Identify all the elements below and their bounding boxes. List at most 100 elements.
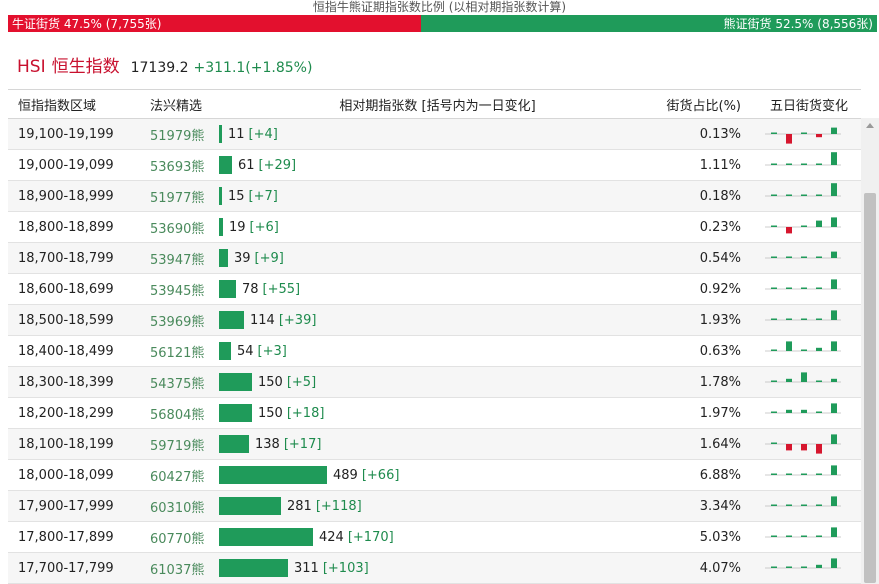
cell-range: 18,700-18,799 [18,250,114,266]
count-value: 311 [294,560,319,576]
cell-warrant-code[interactable]: 56804熊 [150,407,205,423]
trend-bar [831,465,837,475]
cell-outstanding-pct: 0.23% [699,219,741,235]
bull-ratio-label: 牛证街货 47.5% (7,755张) [12,17,162,31]
count-bar [219,280,236,298]
count-change: [+6] [249,219,279,235]
cell-warrant-code[interactable]: 51977熊 [150,190,205,206]
index-name[interactable]: 恒生指数 [51,57,120,77]
trend-bar [786,504,792,506]
trend-bar [831,310,837,320]
count-change: [+118] [315,498,362,514]
trend-bar [816,318,822,320]
cell-five-day-trend [749,336,861,366]
table-row[interactable]: 19,100-19,199 51979熊 11 [+4] 0.13% [8,119,861,150]
cell-warrant-code[interactable]: 53690熊 [150,221,205,237]
count-bar [219,311,244,329]
table-row[interactable]: 18,700-18,799 53947熊 39 [+9] 0.54% [8,243,861,274]
count-change: [+3] [257,343,287,359]
trend-bar [801,287,807,289]
table-row[interactable]: 18,100-18,199 59719熊 138 [+17] 1.64% [8,429,861,460]
cell-count: 311 [+103] [217,553,658,583]
cell-five-day-trend [749,212,861,242]
trend-bar [801,318,807,320]
table-row[interactable]: 17,800-17,899 60770熊 424 [+170] 5.03% [8,522,861,553]
column-header-code[interactable]: 法兴精选 [150,98,203,114]
table-row[interactable]: 18,900-18,999 51977熊 15 [+7] 0.18% [8,181,861,212]
cell-warrant-code[interactable]: 60770熊 [150,531,205,547]
column-header-pct[interactable]: 街货占比(%) [666,98,742,114]
column-header-trend[interactable]: 五日街货变化 [769,98,848,114]
cell-count: 150 [+18] [217,398,658,428]
vertical-scrollbar[interactable] [861,118,879,584]
cell-warrant-code[interactable]: 53969熊 [150,314,205,330]
cell-range: 18,200-18,299 [18,405,114,421]
count-value: 54 [237,343,254,359]
trend-bar [801,504,807,506]
cell-warrant-code[interactable]: 56121熊 [150,345,205,361]
trend-bar [801,444,807,451]
table-row[interactable]: 17,900-17,999 60310熊 281 [+118] 3.34% [8,491,861,522]
trend-bar [831,558,837,568]
cell-warrant-code[interactable]: 60427熊 [150,469,205,485]
table-row[interactable]: 18,300-18,399 54375熊 150 [+5] 1.78% [8,367,861,398]
cell-warrant-code[interactable]: 60310熊 [150,500,205,516]
column-header-count[interactable]: 相对期指张数 [括号内为一日变化] [339,98,536,114]
count-change: [+29] [258,157,297,173]
cell-warrant-code[interactable]: 53693熊 [150,159,205,175]
trend-bar [771,349,777,351]
trend-bar [801,132,807,134]
trend-bar [801,409,807,413]
count-value: 39 [234,250,251,266]
cell-warrant-code[interactable]: 53945熊 [150,283,205,299]
cell-outstanding-pct: 1.11% [699,157,741,173]
cell-outstanding-pct: 3.34% [699,498,741,514]
table-row[interactable]: 18,600-18,699 53945熊 78 [+55] 0.92% [8,274,861,305]
count-change: [+66] [361,467,400,483]
cell-warrant-code[interactable]: 54375熊 [150,376,205,392]
scroll-up-arrow-icon[interactable] [866,123,874,128]
trend-bar [771,473,777,475]
cell-range: 17,700-17,799 [18,560,114,576]
cell-warrant-code[interactable]: 51979熊 [150,128,205,144]
cell-outstanding-pct: 1.97% [699,405,741,421]
count-value: 61 [238,157,255,173]
cell-warrant-code[interactable]: 59719熊 [150,438,205,454]
index-code[interactable]: HSI [17,57,46,77]
cell-five-day-trend [749,119,861,149]
trend-bar [771,411,777,413]
count-bar [219,125,222,143]
table-header: 恒指指数区域 法兴精选 相对期指张数 [括号内为一日变化] 街货占比(%) 五日… [8,89,861,119]
five-day-trend-sparkline [765,279,841,290]
count-value: 78 [242,281,259,297]
five-day-trend-sparkline [765,183,841,197]
cell-five-day-trend [749,243,861,273]
trend-bar [786,535,792,537]
cell-range: 18,000-18,099 [18,467,114,483]
cell-range: 19,100-19,199 [18,126,114,142]
count-value: 138 [255,436,280,452]
trend-bar [786,473,792,475]
table-row[interactable]: 18,400-18,499 56121熊 54 [+3] 0.63% [8,336,861,367]
table-row[interactable]: 18,000-18,099 60427熊 489 [+66] 6.88% [8,460,861,491]
count-change: [+4] [248,126,278,142]
index-value: 17139.2 [130,60,189,76]
table-row[interactable]: 18,800-18,899 53690熊 19 [+6] 0.23% [8,212,861,243]
scrollbar-thumb[interactable] [864,193,876,583]
trend-bar [801,349,807,351]
cell-warrant-code[interactable]: 61037熊 [150,562,205,578]
table-row[interactable]: 18,500-18,599 53969熊 114 [+39] 1.93% [8,305,861,336]
five-day-trend-sparkline [765,251,841,259]
table-row[interactable]: 18,200-18,299 56804熊 150 [+18] 1.97% [8,398,861,429]
table-row[interactable]: 17,700-17,799 61037熊 311 [+103] 4.07% [8,553,861,584]
count-change: [+39] [278,312,317,328]
cell-five-day-trend [749,491,861,521]
table-row[interactable]: 19,000-19,099 53693熊 61 [+29] 1.11% [8,150,861,181]
five-day-trend-sparkline [765,341,841,352]
cell-warrant-code[interactable]: 53947熊 [150,252,205,268]
trend-bar [831,152,837,165]
column-header-range[interactable]: 恒指指数区域 [18,98,97,114]
five-day-trend-sparkline [765,152,841,166]
count-bar [219,156,232,174]
cell-count: 424 [+170] [217,522,658,552]
